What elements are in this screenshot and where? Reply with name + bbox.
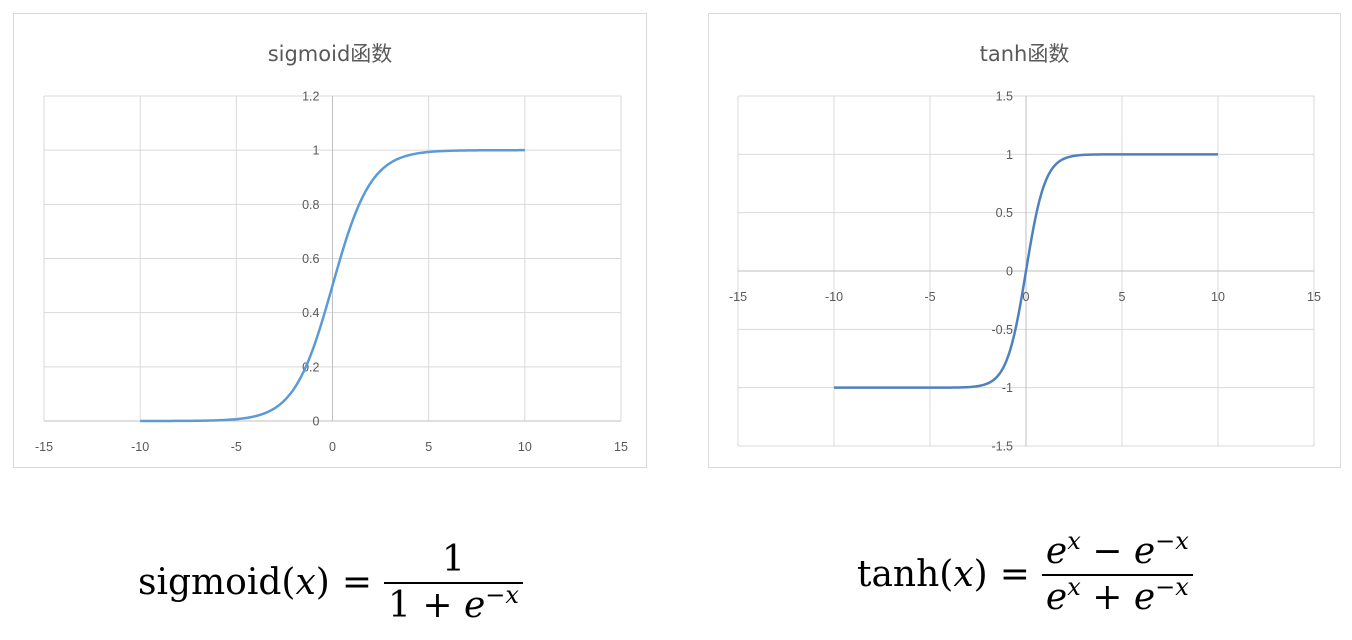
y-tick-label: 1.2: [302, 90, 319, 104]
formula-lhs: sigmoid(: [138, 562, 296, 604]
exponent: −x: [1155, 572, 1189, 601]
tanh-chart: tanh函数 -1.5 -1 -0.5 0 0.5 1 1.5 -15 -10 -5 0 5 10 15: [708, 13, 1341, 468]
formula-numerator: ex − e−x: [1042, 529, 1193, 574]
chart-title: tanh函数: [979, 42, 1070, 66]
x-tick-label: 0: [1023, 290, 1030, 304]
formula-fraction: ex − e−x ex + e−x: [1041, 529, 1193, 618]
y-tick-label: 1: [1006, 148, 1013, 162]
exponent: −x: [1155, 527, 1189, 555]
formula-equals: =: [341, 562, 372, 604]
y-tick-label: -0.5: [991, 323, 1013, 337]
euler-e: e: [463, 584, 486, 626]
formula-paren: ): [315, 562, 330, 604]
exponent: −x: [485, 580, 519, 609]
x-tick-label: -15: [729, 290, 747, 304]
y-tick-label: 1.5: [996, 90, 1013, 104]
sigmoid-chart: sigmoid函数 0 0.2 0.4 0.6 0.8 1 1.2 -15 -10 -5 0 5 10 1…: [13, 13, 647, 468]
formula-denominator: ex + e−x: [1041, 572, 1193, 618]
formula-paren: ): [973, 554, 988, 596]
sigmoid-plot-area: 00.20.40.60.811.2-15 -10 -5 0 5 10 15: [35, 90, 628, 455]
x-tick-label: 10: [518, 440, 532, 454]
tanh-formula: tanh(x) = ex − e−x ex + e−x: [857, 529, 1193, 618]
denominator-prefix: 1 +: [387, 584, 464, 626]
y-tick-label: 0.6: [302, 252, 319, 266]
euler-e: e: [1045, 576, 1068, 618]
euler-e: e: [1045, 531, 1068, 572]
x-tick-label: -10: [131, 440, 149, 454]
formula-denominator: 1 + e−x: [383, 580, 523, 626]
y-tick-label: 1: [313, 144, 320, 158]
x-tick-label: 5: [1119, 290, 1126, 304]
y-tick-label: 0: [313, 415, 320, 429]
y-tick-label: 0.5: [996, 206, 1013, 220]
x-tick-label: 15: [614, 440, 628, 454]
formula-variable: x: [953, 554, 974, 596]
x-tick-label: -15: [35, 440, 53, 454]
x-tick-label: 10: [1211, 290, 1225, 304]
sigmoid-formula: sigmoid(x) = 1 1 + e−x: [138, 540, 523, 625]
y-tick-label: -1.5: [991, 440, 1013, 454]
chart-title: sigmoid函数: [267, 42, 393, 66]
formula-fraction: 1 1 + e−x: [383, 539, 523, 626]
y-tick-label: 0.8: [302, 198, 319, 212]
exponent: x: [1067, 527, 1081, 555]
x-tick-label: -10: [825, 290, 843, 304]
exponent: x: [1067, 572, 1081, 601]
minus-sign: −: [1080, 531, 1134, 572]
x-tick-label: 0: [329, 440, 336, 454]
x-tick-label: 5: [425, 440, 432, 454]
formula-variable: x: [295, 562, 316, 604]
formula-lhs: tanh(: [857, 554, 954, 596]
euler-e: e: [1133, 531, 1156, 572]
formula-numerator: 1: [442, 539, 465, 580]
x-tick-label: -5: [231, 440, 242, 454]
formula-equals: =: [999, 554, 1030, 596]
x-tick-label: -5: [924, 290, 935, 304]
x-tick-label: 15: [1307, 290, 1321, 304]
y-tick-label: 0.4: [302, 306, 319, 320]
euler-e: e: [1133, 576, 1156, 618]
y-tick-label: 0: [1006, 265, 1013, 279]
tanh-plot-area: -1.5 -1 -0.5 0 0.5 1 1.5 -15 -10 -5 0 5 10 15: [729, 90, 1321, 454]
y-tick-label: -1: [1002, 381, 1013, 395]
plus-sign: +: [1080, 576, 1134, 618]
